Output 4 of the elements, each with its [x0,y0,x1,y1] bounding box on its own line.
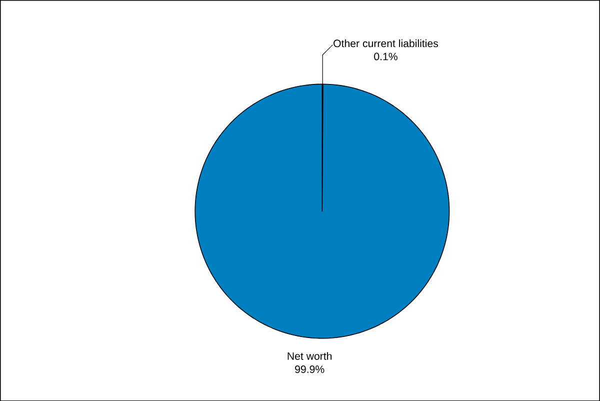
data-label: 99.9% [295,365,324,373]
data-label: 0.1% [374,52,398,60]
slice-label: Net worth [288,352,332,360]
slice-label: Other current liabilities [334,39,438,48]
